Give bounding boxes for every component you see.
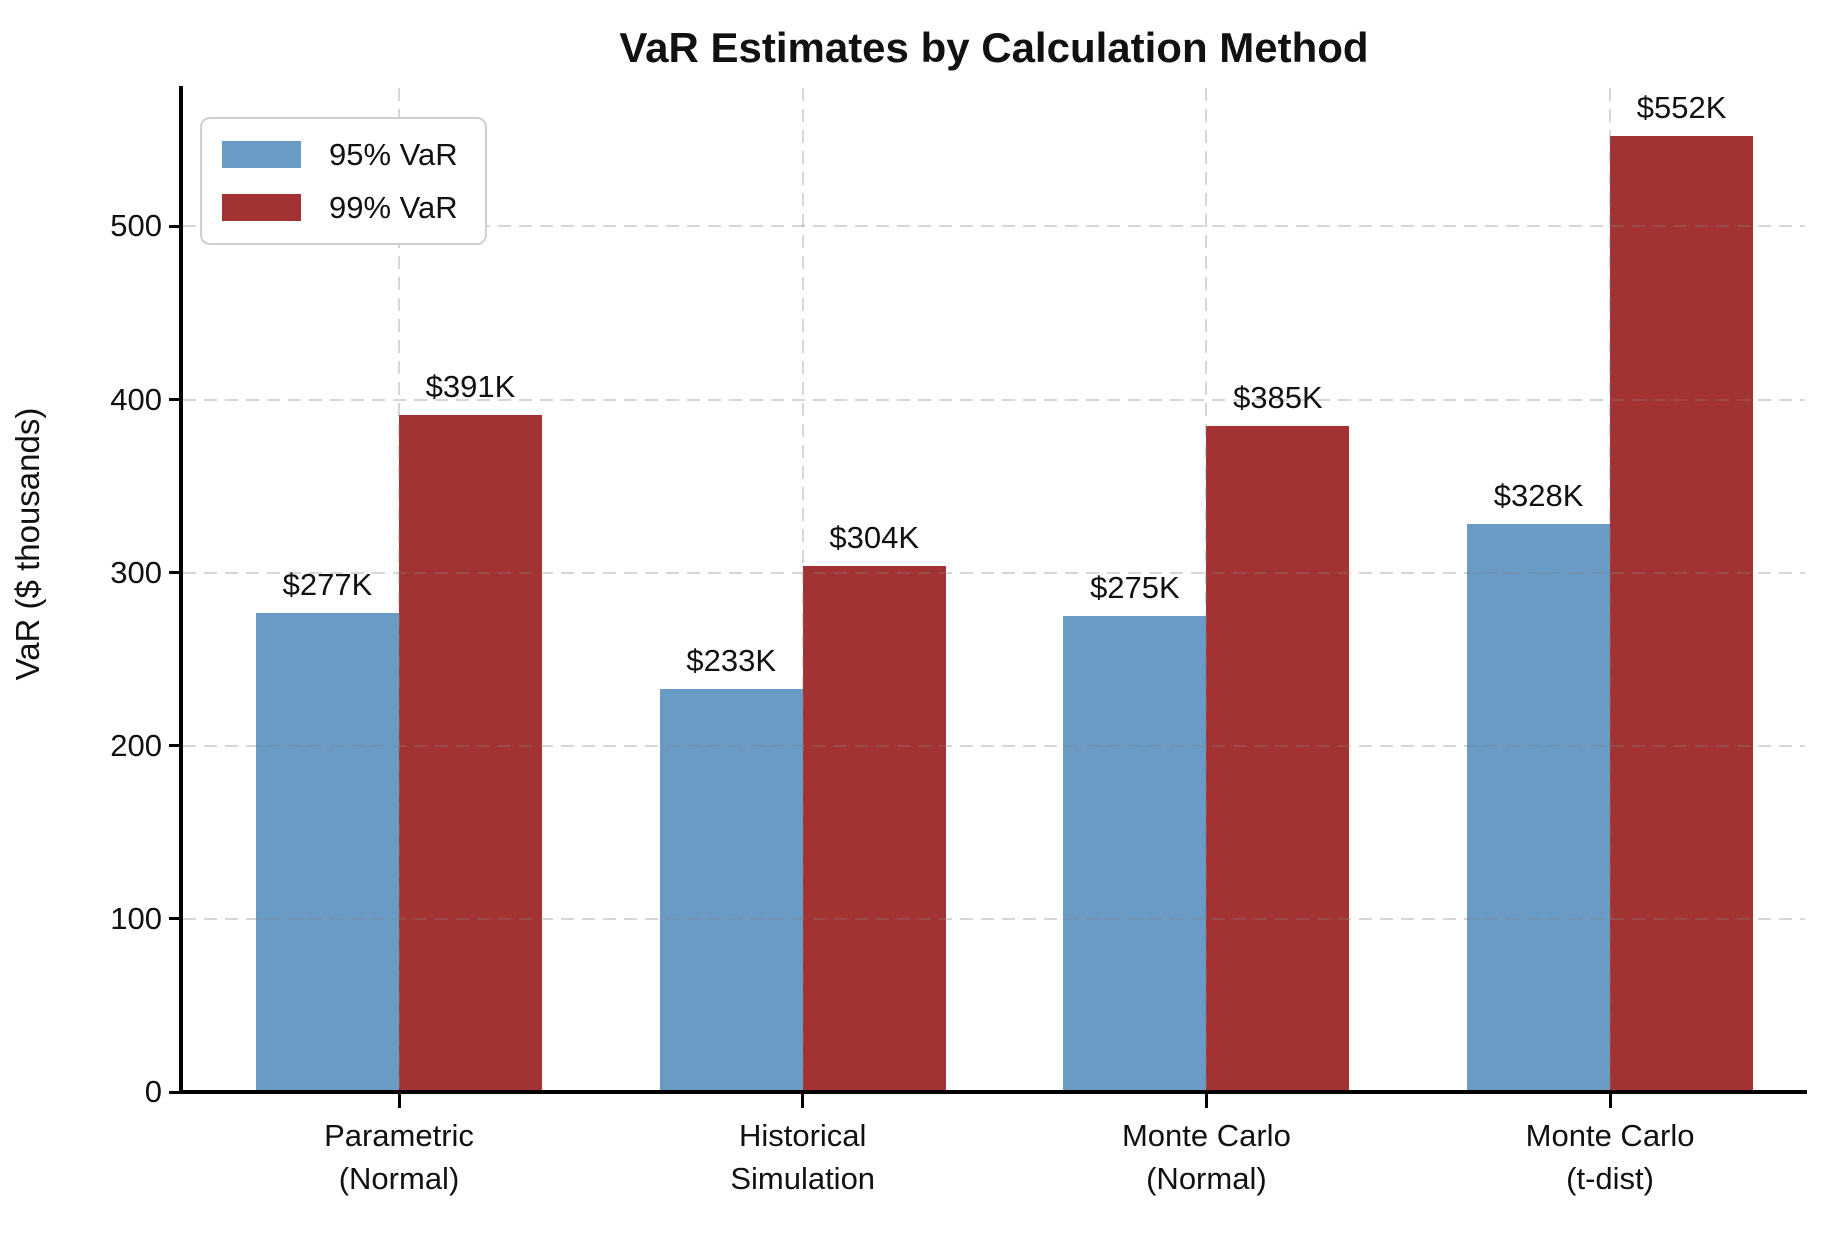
gridline-horizontal	[183, 571, 1805, 574]
chart-title: VaR Estimates by Calculation Method	[619, 24, 1369, 71]
bar-value-label: $233K	[686, 642, 776, 678]
bar-value-label: $304K	[829, 519, 919, 555]
y-tick-mark	[169, 571, 183, 575]
gridline-horizontal	[183, 917, 1805, 920]
y-tick-label: 200	[110, 727, 162, 763]
y-axis-spine	[179, 86, 183, 1094]
gridline-vertical	[801, 88, 804, 1092]
bar-95-var	[1467, 524, 1611, 1092]
bar-99-var	[1206, 425, 1350, 1092]
x-tick-label: Monte Carlo (t-dist)	[1525, 1118, 1695, 1196]
legend: 95% VaR 99% VaR	[200, 117, 487, 245]
y-tick-label: 100	[110, 900, 162, 936]
bar-value-label: $552K	[1636, 90, 1727, 126]
bar-value-label: $277K	[282, 566, 373, 602]
y-tick-mark	[169, 224, 183, 228]
bar-value-label: $391K	[425, 369, 516, 405]
bar-value-label: $328K	[1493, 478, 1584, 514]
bar-value-label: $275K	[1090, 569, 1180, 605]
x-tick-label: Monte Carlo (Normal)	[1121, 1118, 1291, 1196]
bar-99-var	[802, 565, 946, 1092]
legend-label: 99% VaR	[329, 189, 458, 225]
x-tick-mark	[397, 1094, 401, 1108]
y-tick-label: 0	[144, 1074, 162, 1109]
gridline-vertical	[398, 88, 400, 1092]
gridline-vertical	[1609, 88, 1612, 1092]
bar-99-var	[1610, 136, 1754, 1092]
bar-95-var	[256, 612, 399, 1092]
gridline-horizontal	[183, 744, 1805, 747]
x-tick-mark	[1204, 1094, 1208, 1108]
bar-99-var	[399, 415, 542, 1092]
x-tick-mark	[801, 1094, 805, 1108]
bar-95-var	[1063, 615, 1207, 1092]
bar-95-var	[659, 688, 803, 1092]
y-tick-label: 400	[110, 381, 162, 417]
y-tick-label: 500	[110, 208, 162, 244]
y-tick-mark	[169, 398, 183, 402]
y-tick-mark	[169, 917, 183, 921]
gridline-horizontal	[183, 398, 1805, 401]
legend-label: 95% VaR	[329, 136, 458, 172]
y-axis-label: VaR ($ thousands)	[9, 407, 46, 681]
gridline-horizontal	[183, 225, 1805, 228]
y-tick-mark	[169, 744, 183, 748]
x-axis-spine	[179, 1090, 1807, 1094]
legend-item: 95% VaR	[222, 137, 465, 173]
gridline-vertical	[1205, 88, 1208, 1092]
legend-item: 99% VaR	[222, 190, 465, 226]
y-tick-mark	[169, 1090, 183, 1094]
x-tick-label: Historical Simulation	[730, 1118, 876, 1196]
legend-swatch-99-var	[222, 194, 301, 221]
bar-value-label: $385K	[1233, 379, 1323, 415]
x-tick-label: Parametric (Normal)	[324, 1118, 474, 1196]
y-tick-label: 300	[110, 554, 162, 590]
legend-swatch-95-var	[222, 141, 301, 168]
x-tick-mark	[1608, 1094, 1612, 1108]
